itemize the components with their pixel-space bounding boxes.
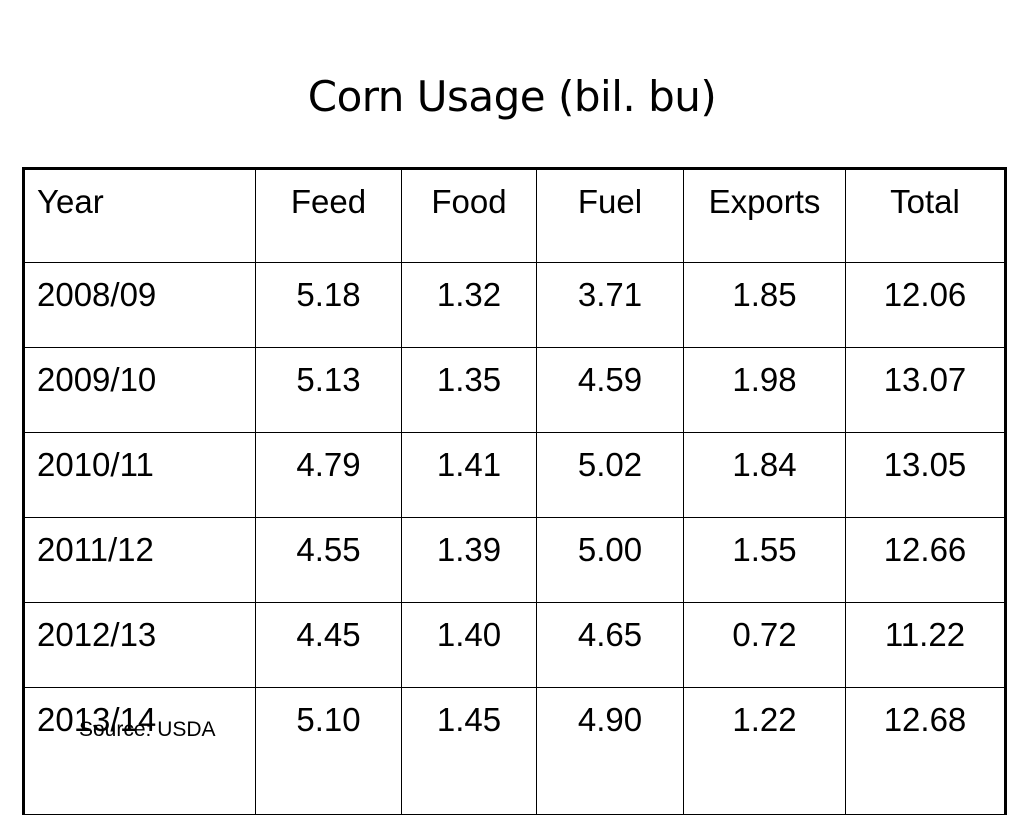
header-total: Total [845, 169, 1005, 263]
cell-total: 12.06 [845, 262, 1005, 348]
slide-title: Corn Usage (bil. bu) [307, 72, 717, 121]
header-food: Food [401, 169, 537, 263]
cell-total: 11.22 [845, 602, 1005, 688]
cell-food: 1.35 [401, 347, 537, 433]
table-row: 2011/12 4.55 1.39 5.00 1.55 12.66 [24, 517, 1005, 603]
cell-exports: 1.85 [683, 262, 846, 348]
cell-food: 1.32 [401, 262, 537, 348]
source-note: Source: USDA [79, 718, 216, 741]
cell-feed: 4.45 [255, 602, 402, 688]
cell-fuel: 4.90 [536, 687, 684, 815]
cell-total: 13.07 [845, 347, 1005, 433]
cell-year: 2011/12 [24, 517, 256, 603]
cell-fuel: 5.02 [536, 432, 684, 518]
cell-feed: 5.18 [255, 262, 402, 348]
cell-total: 13.05 [845, 432, 1005, 518]
cell-food: 1.40 [401, 602, 537, 688]
cell-year: 2013/14 [24, 687, 256, 815]
corn-usage-table: Year Feed Food Fuel Exports Total 2008/0… [22, 167, 1007, 815]
cell-fuel: 5.00 [536, 517, 684, 603]
table-row: 2010/11 4.79 1.41 5.02 1.84 13.05 [24, 432, 1005, 518]
cell-feed: 4.55 [255, 517, 402, 603]
cell-fuel: 3.71 [536, 262, 684, 348]
header-year: Year [24, 169, 256, 263]
cell-food: 1.39 [401, 517, 537, 603]
table-row: 2012/13 4.45 1.40 4.65 0.72 11.22 [24, 602, 1005, 688]
cell-food: 1.41 [401, 432, 537, 518]
cell-total: 12.66 [845, 517, 1005, 603]
cell-year: 2009/10 [24, 347, 256, 433]
cell-fuel: 4.65 [536, 602, 684, 688]
cell-exports: 1.84 [683, 432, 846, 518]
header-feed: Feed [255, 169, 402, 263]
table-header-row: Year Feed Food Fuel Exports Total [24, 169, 1005, 263]
cell-fuel: 4.59 [536, 347, 684, 433]
cell-year: 2010/11 [24, 432, 256, 518]
header-fuel: Fuel [536, 169, 684, 263]
table-row: 2013/14 5.10 1.45 4.90 1.22 12.68 [24, 687, 1005, 815]
cell-year: 2012/13 [24, 602, 256, 688]
cell-exports: 1.98 [683, 347, 846, 433]
table-row: 2009/10 5.13 1.35 4.59 1.98 13.07 [24, 347, 1005, 433]
cell-exports: 1.55 [683, 517, 846, 603]
cell-exports: 1.22 [683, 687, 846, 815]
cell-year: 2008/09 [24, 262, 256, 348]
cell-exports: 0.72 [683, 602, 846, 688]
table-row: 2008/09 5.18 1.32 3.71 1.85 12.06 [24, 262, 1005, 348]
cell-food: 1.45 [401, 687, 537, 815]
cell-total: 12.68 [845, 687, 1005, 815]
cell-feed: 5.10 [255, 687, 402, 815]
cell-feed: 4.79 [255, 432, 402, 518]
cell-feed: 5.13 [255, 347, 402, 433]
header-exports: Exports [683, 169, 846, 263]
